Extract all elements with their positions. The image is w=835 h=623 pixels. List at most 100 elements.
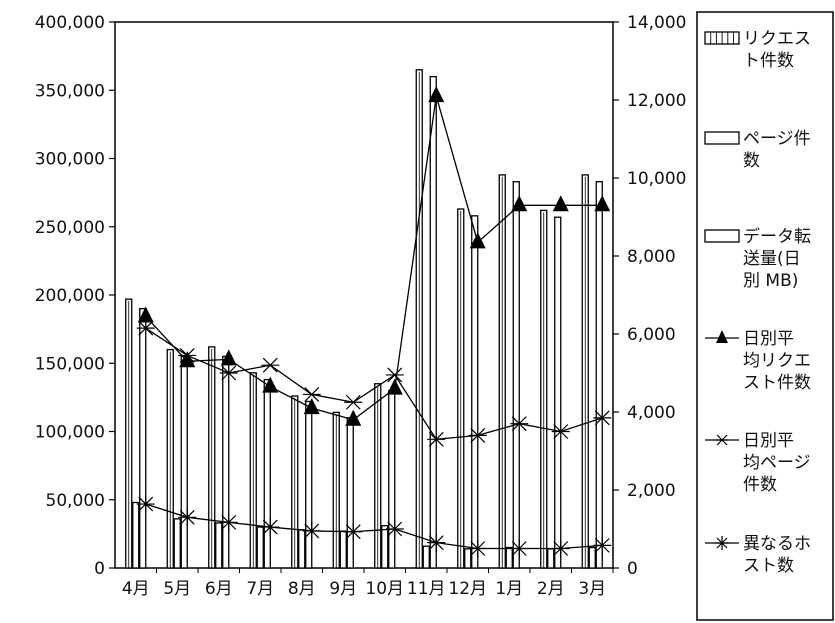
bar-3 <box>305 400 313 569</box>
x-axis-tick-label: 12月 <box>448 579 487 599</box>
x-axis-tick-label: 6月 <box>205 579 233 599</box>
star-marker <box>510 539 529 558</box>
bar-2 <box>339 530 347 569</box>
right-axis-tick-label: 4,000 <box>627 403 676 423</box>
asterisk-icon <box>715 434 729 446</box>
triangle-marker <box>220 349 237 366</box>
x-axis-tick-label: 5月 <box>163 579 191 599</box>
x-axis-tick-label: 10月 <box>365 579 404 599</box>
triangle-marker <box>594 195 611 212</box>
bar-3 <box>346 417 354 569</box>
legend-box <box>696 11 834 621</box>
legend-entry-label: 件数 <box>743 475 777 495</box>
bar-2 <box>422 545 430 569</box>
legend-entry-label: スト件数 <box>743 373 811 393</box>
legend-entry-label: スト数 <box>743 556 794 576</box>
left-axis-tick-label: 350,000 <box>35 81 105 101</box>
bar-2 <box>588 546 596 569</box>
left-axis-tick-label: 100,000 <box>35 423 105 443</box>
asterisk-marker <box>510 416 529 432</box>
triangle-marker <box>469 232 486 249</box>
star-marker <box>261 518 280 537</box>
star-marker <box>385 520 404 538</box>
legend-entry-label: 日別平 <box>743 431 794 451</box>
legend-entry-label: ト件数 <box>743 51 794 71</box>
star-marker <box>593 536 612 555</box>
right-axis-tick-label: 14,000 <box>627 13 686 33</box>
bar-2 <box>547 548 555 569</box>
triangle-marker <box>345 409 362 426</box>
star-marker <box>178 508 197 527</box>
legend-entry-label: 数 <box>743 151 760 171</box>
x-axis-tick-label: 1月 <box>495 579 523 599</box>
star-marker <box>427 533 446 552</box>
bar-3 <box>388 389 396 569</box>
x-axis-tick-label: 8月 <box>288 579 316 599</box>
left-axis-tick-label: 400,000 <box>35 13 105 33</box>
asterisk-marker <box>593 410 612 426</box>
asterisk-marker <box>468 427 487 443</box>
bar-2 <box>132 501 140 569</box>
right-axis-tick-label: 2,000 <box>627 481 676 501</box>
bar-3 <box>139 307 147 569</box>
x-axis-tick-label: 7月 <box>246 579 274 599</box>
plot-area: 0 50,000 100,000 150,000 200,000 250,000 300,0… <box>35 13 687 599</box>
left-axis-tick-label: 150,000 <box>35 354 105 374</box>
bar-3 <box>471 215 479 569</box>
star-marker <box>551 539 570 558</box>
bar-3 <box>263 378 271 569</box>
series-line-2 <box>145 327 603 440</box>
asterisk-marker <box>219 365 238 381</box>
legend-entry-label: データ転 <box>743 226 811 247</box>
left-axis-tick-label: 250,000 <box>35 218 105 238</box>
bar-3 <box>429 75 437 569</box>
asterisk-marker <box>178 348 197 363</box>
bar-3 <box>554 216 562 569</box>
star-marker <box>302 521 321 540</box>
legend-entry-label: リクエス <box>743 29 811 49</box>
bar-3 <box>222 355 230 569</box>
legend-entry-label: 異なるホ <box>743 534 811 554</box>
series-line-1 <box>145 95 603 421</box>
triangle-marker <box>137 306 154 323</box>
bar-3 <box>512 181 520 569</box>
legend-entry-label: 均リクエ <box>743 351 811 371</box>
bar-2 <box>505 546 513 569</box>
right-axis-tick-label: 0 <box>627 559 638 579</box>
triangle-icon <box>716 330 728 343</box>
bar-2 <box>256 526 264 569</box>
bar-2 <box>381 525 389 569</box>
star-marker <box>219 513 238 532</box>
legend-entry-label: 日別平 <box>743 329 794 349</box>
asterisk-marker <box>427 431 446 447</box>
x-axis-tick-label: 2月 <box>537 579 565 599</box>
asterisk-marker <box>261 357 280 373</box>
triangle-marker <box>386 378 403 395</box>
triangle-marker <box>511 195 528 212</box>
right-axis-tick-label: 6,000 <box>627 325 676 345</box>
right-axis-tick-label: 8,000 <box>627 247 676 267</box>
x-axis-tick-label: 11月 <box>407 579 446 599</box>
star-marker <box>468 539 487 558</box>
right-axis-tick-label: 12,000 <box>627 91 686 111</box>
triangle-marker <box>428 86 445 103</box>
star-marker <box>136 495 155 514</box>
legend-bar-swatch <box>704 229 740 243</box>
star-icon <box>715 536 729 550</box>
bar-2 <box>215 522 223 569</box>
left-axis-tick-label: 300,000 <box>35 150 105 170</box>
triangle-marker <box>552 195 569 212</box>
bar-2 <box>173 518 181 569</box>
legend-entry-label: ページ件 <box>743 129 811 149</box>
asterisk-marker <box>385 367 404 383</box>
triangle-marker <box>303 398 320 415</box>
asterisk-marker <box>551 424 570 439</box>
x-axis-tick-label: 3月 <box>578 579 606 599</box>
triangle-marker <box>262 376 279 393</box>
left-axis-tick-label: 50,000 <box>46 491 105 511</box>
right-axis-tick-label: 10,000 <box>627 169 686 189</box>
bar-2 <box>464 548 472 569</box>
asterisk-marker <box>302 387 321 402</box>
